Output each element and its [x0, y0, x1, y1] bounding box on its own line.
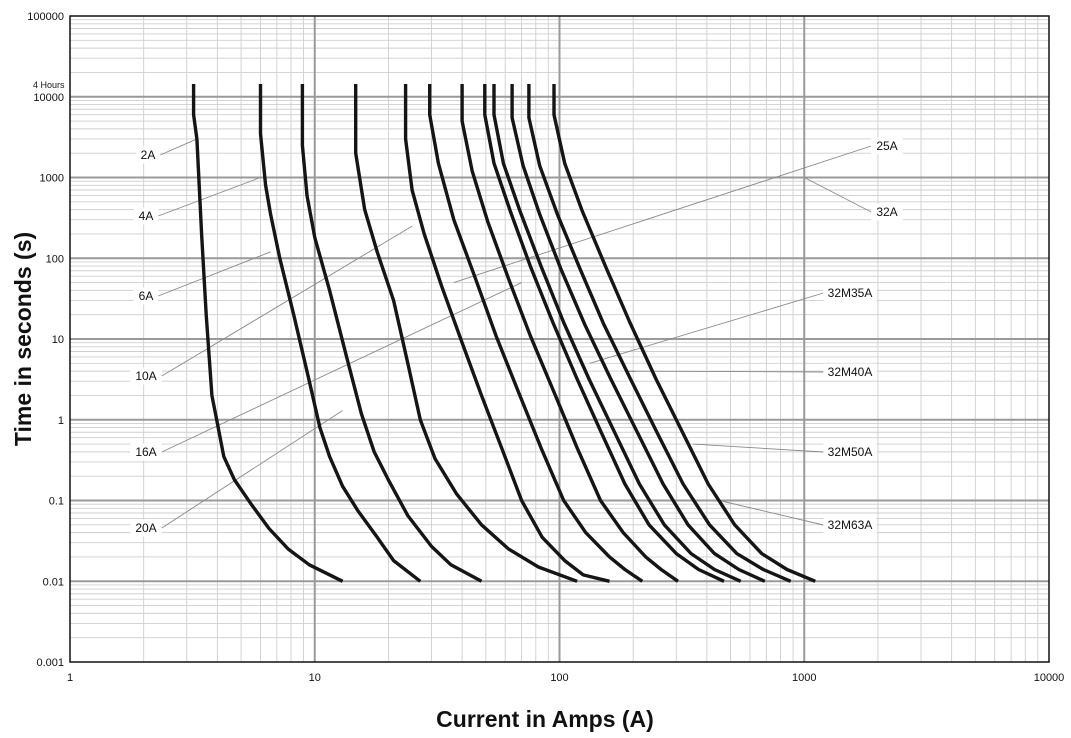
curve-label-box — [135, 146, 161, 164]
leader-line — [453, 145, 872, 283]
curve-32a — [483, 84, 725, 583]
leader-line — [158, 251, 271, 297]
curve-label-box — [823, 443, 877, 461]
label-leaders — [158, 138, 872, 529]
leader-line — [719, 500, 824, 526]
curve-label-box — [871, 137, 903, 155]
curve-label-box — [133, 287, 159, 305]
curve-label-6a: 6A — [139, 289, 154, 303]
curve-label-32m63a: 32M63A — [828, 518, 873, 532]
curve-label-10a: 10A — [135, 369, 156, 383]
plot-frame — [69, 15, 1050, 663]
x-axis-title: Current in Amps (A) — [436, 706, 654, 732]
y-axis-title: Time in seconds (s) — [10, 232, 36, 446]
curve-10a — [354, 84, 578, 583]
curve-label-4a: 4A — [139, 209, 154, 223]
curve-label-25a: 25A — [876, 139, 897, 153]
leader-line — [161, 410, 343, 529]
leader-line — [160, 138, 198, 156]
x-tick-label: 100 — [550, 672, 568, 684]
curve-label-box — [130, 519, 162, 537]
y-tick-label: 100000 — [27, 11, 64, 23]
curve-label-box — [823, 284, 877, 302]
y-tick-label: 10000 — [33, 92, 64, 104]
y-tick-label: 0.01 — [43, 576, 64, 588]
x-tick-label: 1 — [67, 672, 73, 684]
curve-label-box — [823, 363, 877, 381]
four-hours-annotation: 4 Hours — [33, 80, 65, 90]
curve-32m35a — [492, 84, 742, 583]
curve-32m63a — [552, 84, 816, 583]
curve-label-16a: 16A — [135, 445, 156, 459]
x-tick-label: 10000 — [1034, 672, 1065, 684]
curve-16a — [403, 84, 610, 583]
curve-label-32m40a: 32M40A — [828, 365, 873, 379]
curve-32m40a — [510, 84, 766, 583]
curve-label-2a: 2A — [141, 148, 156, 162]
curve-label-32m50a: 32M50A — [828, 445, 873, 459]
y-tick-label: 1000 — [40, 173, 64, 185]
leader-line — [589, 292, 824, 364]
grid — [70, 16, 1049, 662]
curve-4a — [258, 84, 422, 583]
curve-20a — [428, 84, 644, 583]
curve-2a — [191, 84, 344, 583]
y-tick-label: 100 — [46, 253, 64, 265]
tick-labels: 1 10 100 1000 10000 0.001 0.01 0.1 1 10 100 1000 100… — [27, 11, 1064, 684]
curve-label-box — [133, 207, 159, 225]
curve-labels: 2A 4A 6A 10A 16A 20A 25A 32A 32M35A 32M40A 32M50A 3… — [130, 137, 903, 537]
leader-line — [692, 443, 824, 453]
curve-label-32a: 32A — [876, 205, 897, 219]
y-tick-label: 10 — [52, 334, 64, 346]
leader-line — [158, 177, 261, 217]
curve-label-32m35a: 32M35A — [828, 286, 873, 300]
leader-line — [161, 282, 522, 453]
curves — [191, 84, 816, 583]
leader-line — [161, 225, 413, 377]
y-tick-label: 0.001 — [36, 657, 64, 669]
curve-label-box — [823, 516, 877, 534]
curve-6a — [300, 84, 483, 583]
curve-label-box — [871, 203, 903, 221]
x-tick-label: 10 — [309, 672, 321, 684]
curve-label-box — [130, 367, 162, 385]
leader-line — [804, 177, 872, 213]
curve-25a — [460, 84, 679, 583]
curve-label-box — [130, 443, 162, 461]
leader-line — [627, 370, 824, 373]
curve-label-20a: 20A — [135, 521, 156, 535]
curve-32m50a — [527, 84, 792, 583]
y-tick-label: 1 — [58, 415, 64, 427]
x-tick-label: 1000 — [792, 672, 816, 684]
y-tick-label: 0.1 — [49, 496, 64, 508]
